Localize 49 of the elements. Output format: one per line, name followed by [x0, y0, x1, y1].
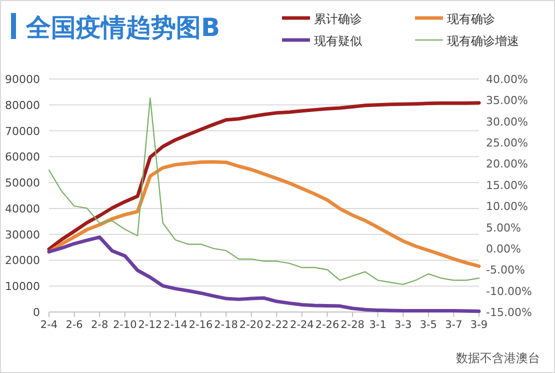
legend-label: 现有确诊增速 [447, 34, 519, 48]
y2-tick-label: 0.00% [486, 242, 521, 256]
y2-tick-label: 20.00% [486, 158, 528, 171]
x-tick-label: 2-16 [188, 319, 213, 331]
x-tick-label: 3-3 [394, 319, 412, 331]
x-tick-label: 3-9 [470, 319, 488, 331]
x-tick-label: 3-1 [369, 319, 386, 331]
x-tick-label: 2-4 [40, 319, 58, 331]
y-tick-label: 60000 [5, 150, 40, 164]
y2-tick-label: 40.00% [486, 73, 528, 86]
y2-tick-label: 15.00% [486, 178, 528, 192]
x-tick-label: 2-14 [164, 319, 188, 331]
x-tick-label: 2-26 [315, 319, 340, 331]
x-tick-label: 3-7 [445, 319, 462, 331]
y-tick-label: 50000 [5, 176, 40, 190]
line-series [47, 101, 481, 251]
text: 数据不含港澳台 [456, 351, 540, 365]
x-tick-label: 2-20 [239, 319, 264, 331]
y-tick-label: 40000 [5, 202, 40, 216]
x-tick-label: 2-28 [340, 319, 364, 331]
y2-tick-label: 5.00% [486, 221, 521, 234]
legend-label: 累计确诊 [314, 12, 362, 26]
x-tick-label: 2-8 [91, 319, 108, 331]
x-tick-label: 2-6 [66, 319, 84, 331]
x-tick-label: 2-22 [264, 319, 289, 331]
chart-title: 全国疫情趋势图B [25, 13, 220, 42]
y-tick-label: 20000 [5, 254, 40, 268]
line-series [48, 97, 480, 286]
y-tick-label: 10000 [5, 280, 40, 294]
y-tick-label: 0 [33, 306, 40, 319]
y2-tick-label: -5.00% [486, 264, 525, 277]
y-tick-label: 30000 [5, 228, 40, 242]
x-tick-label: 2-18 [214, 319, 238, 331]
y2-tick-label: -15.00% [486, 306, 532, 319]
y2-tick-label: -10.00% [486, 284, 532, 298]
line-series [47, 160, 481, 268]
y2-tick-label: 35.00% [486, 94, 528, 108]
legend-label: 现有疑似 [314, 34, 362, 48]
legend-label: 现有确诊 [447, 12, 495, 26]
x-tick-label: 3-5 [420, 319, 437, 331]
y2-tick-label: 25.00% [486, 136, 528, 150]
y2-tick-label: 30.00% [486, 115, 528, 128]
x-tick-label: 2-24 [290, 319, 314, 331]
x-tick-label: 2-10 [112, 319, 137, 331]
y-tick-label: 90000 [5, 73, 40, 86]
y2-tick-label: 10.00% [486, 200, 528, 214]
y-tick-label: 70000 [5, 124, 40, 138]
x-tick-label: 2-12 [138, 319, 162, 331]
y-tick-label: 80000 [5, 98, 40, 112]
